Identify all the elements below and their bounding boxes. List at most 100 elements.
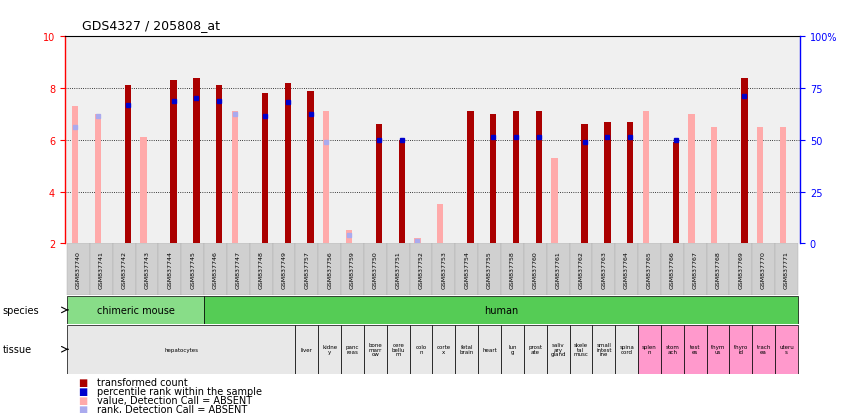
Text: GSM837765: GSM837765: [647, 251, 652, 288]
Bar: [490, 115, 497, 244]
Bar: [729, 244, 753, 295]
Bar: [661, 325, 683, 374]
Text: transformed count: transformed count: [97, 377, 188, 387]
Bar: [364, 244, 387, 295]
Text: liver: liver: [301, 347, 313, 352]
Text: GSM837771: GSM837771: [784, 251, 789, 288]
Text: hepatocytes: hepatocytes: [164, 347, 198, 352]
Bar: [689, 115, 695, 244]
Text: corte
x: corte x: [437, 344, 451, 354]
Bar: [399, 140, 405, 244]
Bar: [779, 128, 786, 244]
Bar: [323, 112, 330, 244]
Bar: [318, 244, 341, 295]
Text: percentile rank within the sample: percentile rank within the sample: [97, 386, 262, 396]
Text: GSM837751: GSM837751: [396, 251, 400, 288]
Bar: [67, 296, 204, 324]
Bar: [615, 244, 638, 295]
Text: GSM837748: GSM837748: [259, 251, 264, 288]
Bar: [170, 81, 176, 244]
Bar: [227, 244, 250, 295]
Text: GSM837749: GSM837749: [282, 251, 286, 288]
Text: GSM837742: GSM837742: [122, 251, 127, 288]
Text: GSM837766: GSM837766: [670, 251, 675, 288]
Bar: [478, 244, 501, 295]
Text: chimeric mouse: chimeric mouse: [97, 305, 175, 315]
Bar: [753, 325, 775, 374]
Bar: [136, 244, 158, 295]
Text: GSM837760: GSM837760: [533, 251, 538, 288]
Bar: [140, 138, 147, 244]
Text: GSM837744: GSM837744: [168, 251, 172, 288]
Bar: [72, 107, 78, 244]
Bar: [216, 86, 222, 244]
Bar: [94, 115, 101, 244]
Bar: [346, 231, 352, 244]
Text: colo
n: colo n: [415, 344, 426, 354]
Text: species: species: [3, 305, 39, 315]
Bar: [307, 91, 314, 244]
Text: GSM837752: GSM837752: [419, 251, 424, 288]
Text: GSM837768: GSM837768: [715, 251, 721, 288]
Text: prost
ate: prost ate: [529, 344, 542, 354]
Bar: [707, 325, 729, 374]
Bar: [547, 325, 569, 374]
Text: bone
marr
ow: bone marr ow: [368, 342, 382, 356]
Bar: [757, 128, 763, 244]
Bar: [467, 112, 474, 244]
Bar: [437, 205, 444, 244]
Text: splen
n: splen n: [642, 344, 657, 354]
Text: GSM837767: GSM837767: [693, 251, 697, 288]
Text: tissue: tissue: [3, 344, 32, 354]
Bar: [547, 244, 569, 295]
Text: GSM837755: GSM837755: [487, 251, 492, 288]
Text: cere
bellu
m: cere bellu m: [392, 342, 405, 356]
Bar: [432, 244, 455, 295]
Text: kidne
y: kidne y: [322, 344, 337, 354]
Bar: [387, 244, 410, 295]
Text: GSM837741: GSM837741: [99, 251, 104, 288]
Text: GSM837759: GSM837759: [350, 251, 355, 288]
Bar: [581, 125, 588, 244]
Bar: [414, 238, 420, 244]
Text: GSM837762: GSM837762: [579, 251, 583, 288]
Bar: [524, 244, 547, 295]
Bar: [193, 78, 200, 244]
Bar: [569, 244, 593, 295]
Text: GSM837764: GSM837764: [624, 251, 629, 288]
Bar: [67, 244, 90, 295]
Text: thyro
id: thyro id: [734, 344, 748, 354]
Text: small
intest
ine: small intest ine: [596, 342, 612, 356]
Bar: [250, 244, 272, 295]
Text: ■: ■: [78, 395, 87, 405]
Text: uteru
s: uteru s: [779, 344, 794, 354]
Bar: [204, 296, 798, 324]
Bar: [707, 244, 729, 295]
Bar: [513, 112, 519, 244]
Text: spina
cord: spina cord: [619, 344, 634, 354]
Bar: [593, 325, 615, 374]
Text: GSM837770: GSM837770: [761, 251, 766, 288]
Text: thym
us: thym us: [711, 344, 725, 354]
Bar: [232, 112, 238, 244]
Bar: [535, 112, 542, 244]
Bar: [661, 244, 683, 295]
Bar: [501, 325, 524, 374]
Text: GSM837761: GSM837761: [555, 251, 561, 288]
Bar: [285, 84, 291, 244]
Bar: [455, 244, 478, 295]
Bar: [683, 244, 707, 295]
Text: GSM837753: GSM837753: [441, 251, 446, 288]
Text: ■: ■: [78, 386, 87, 396]
Bar: [410, 244, 432, 295]
Text: GSM837756: GSM837756: [327, 251, 332, 288]
Bar: [638, 244, 661, 295]
Text: GSM837747: GSM837747: [236, 251, 241, 288]
Bar: [478, 325, 501, 374]
Bar: [741, 78, 747, 244]
Text: GSM837745: GSM837745: [190, 251, 195, 288]
Bar: [67, 325, 296, 374]
Bar: [643, 112, 649, 244]
Bar: [272, 244, 296, 295]
Text: GSM837758: GSM837758: [510, 251, 515, 288]
